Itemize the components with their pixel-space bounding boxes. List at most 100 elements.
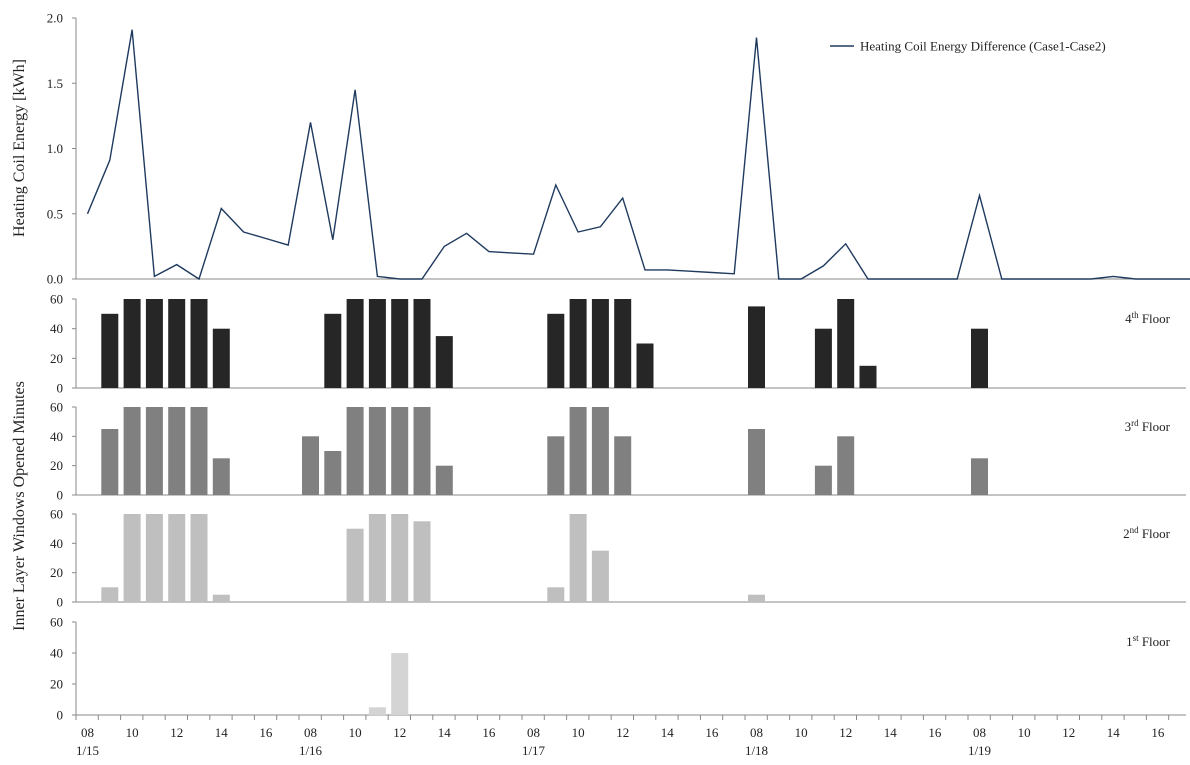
energy-y-axis-title: Heating Coil Energy [kWh] [11,59,28,237]
bar-floor3 [213,458,230,495]
legend-label: Heating Coil Energy Difference (Case1-Ca… [860,39,1106,54]
panel-floor3-y-tick-label: 20 [50,458,63,473]
floor-label-floor3: 3rd Floor [1125,418,1171,434]
x-tick-label-hour: 12 [393,725,406,740]
bar-floor2 [414,521,431,602]
x-tick-label-date: 1/15 [76,743,99,758]
x-tick-label-date: 1/17 [522,743,546,758]
bar-floor3 [391,407,408,495]
windows-y-axis-title: Inner Layer Windows Opened Minutes [11,381,28,631]
bar-floor4 [570,299,587,388]
bar-floor4 [860,366,877,388]
bar-floor3 [547,436,564,495]
bar-floor3 [815,466,832,495]
bar-floor3 [191,407,208,495]
bar-floor2 [592,551,609,602]
bar-floor2 [391,514,408,602]
bar-floor3 [748,429,765,495]
x-tick-label-hour: 16 [482,725,496,740]
bar-floor2 [124,514,141,602]
x-tick-label-hour: 08 [973,725,986,740]
bar-floor4 [146,299,163,388]
floor-label-floor2: 2nd Floor [1123,525,1171,541]
panel-floor2-y-tick-label: 40 [50,536,63,551]
bar-floor4 [168,299,185,388]
panel-floor4-y-tick-label: 40 [50,321,63,336]
x-tick-label-hour: 10 [126,725,139,740]
bar-floor4 [191,299,208,388]
bar-floor2 [168,514,185,602]
x-tick-label-hour: 08 [527,725,540,740]
bar-floor4 [748,306,765,388]
bar-floor2 [101,587,118,602]
x-tick-label-hour: 16 [1151,725,1165,740]
x-tick-label-date: 1/19 [968,743,991,758]
x-tick-label-hour: 14 [215,725,229,740]
floor-label-floor1: 1st Floor [1126,633,1171,649]
panel-floor1-y-tick-label: 0 [57,708,64,723]
bar-floor1 [391,653,408,715]
x-tick-label-hour: 16 [928,725,942,740]
panel-floor3-y-tick-label: 60 [50,400,63,415]
bar-floor4 [213,329,230,388]
bar-floor4 [592,299,609,388]
bar-floor4 [815,329,832,388]
bar-floor3 [592,407,609,495]
panel-floor3-y-tick-label: 40 [50,429,63,444]
panel-energy-y-tick-label: 2.0 [47,11,63,26]
bar-floor4 [369,299,386,388]
panel-energy-y-tick-label: 0.0 [47,272,63,287]
bar-floor3 [302,436,319,495]
bar-floor4 [637,344,654,389]
x-tick-label-hour: 16 [705,725,719,740]
x-tick-label-hour: 10 [795,725,808,740]
x-tick-label-hour: 10 [572,725,585,740]
x-tick-label-hour: 12 [1062,725,1075,740]
x-tick-label-hour: 08 [304,725,317,740]
bar-floor3 [324,451,341,495]
x-tick-label-date: 1/16 [299,743,323,758]
x-tick-label-hour: 16 [259,725,273,740]
bar-floor2 [570,514,587,602]
panel-energy-y-tick-label: 0.5 [47,206,63,221]
panel-floor4-y-tick-label: 60 [50,292,63,307]
bar-floor3 [369,407,386,495]
panel-floor4-y-tick-label: 20 [50,351,63,366]
panel-floor1-y-tick-label: 40 [50,646,63,661]
x-tick-label-hour: 12 [616,725,629,740]
panel-floor2-y-tick-label: 60 [50,507,63,522]
x-tick-label-hour: 14 [1107,725,1121,740]
bar-floor4 [414,299,431,388]
bar-floor4 [436,336,453,388]
panel-floor1-y-tick-label: 60 [50,615,63,630]
x-tick-label-hour: 14 [884,725,898,740]
panel-energy-y-tick-label: 1.0 [47,141,63,156]
floor-label-floor4: 4th Floor [1125,310,1171,326]
bar-floor2 [213,595,230,602]
x-tick-label-hour: 14 [438,725,452,740]
bar-floor3 [837,436,854,495]
bar-floor3 [347,407,364,495]
bar-floor4 [347,299,364,388]
bar-floor4 [124,299,141,388]
bar-floor3 [570,407,587,495]
panel-floor3-y-tick-label: 0 [57,488,64,503]
x-tick-label-hour: 10 [1018,725,1031,740]
panel-energy-y-tick-label: 1.5 [47,76,63,91]
floor-word: Floor [1139,419,1171,434]
bar-floor3 [614,436,631,495]
bar-floor4 [837,299,854,388]
panel-floor2-y-tick-label: 20 [50,565,63,580]
x-tick-label-hour: 08 [750,725,763,740]
panel-floor3: 0 20 40 60 3rd Floor [50,400,1186,503]
bar-floor4 [971,329,988,388]
bar-floor2 [347,529,364,602]
bar-floor1 [369,707,386,715]
bar-floor2 [369,514,386,602]
bar-floor2 [191,514,208,602]
